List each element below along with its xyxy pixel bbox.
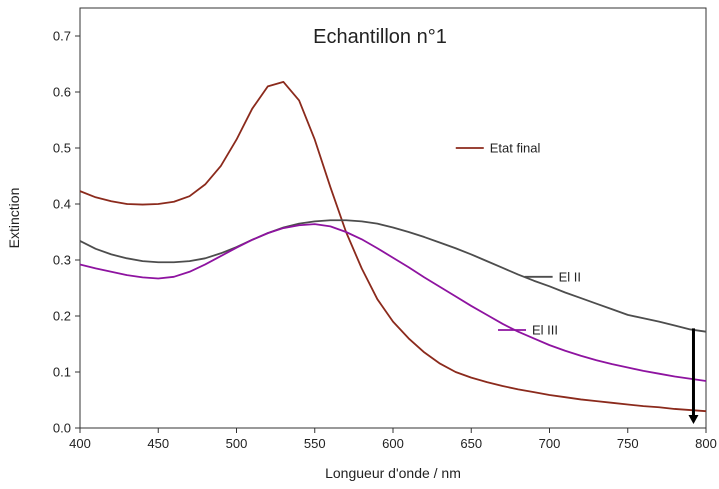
x-tick-label: 800 <box>695 436 717 451</box>
y-tick-label: 0.3 <box>53 253 71 268</box>
x-tick-label: 400 <box>69 436 91 451</box>
series-layer <box>79 81 707 413</box>
y-tick-label: 0.5 <box>53 141 71 156</box>
chart-title: Echantillon n°1 <box>313 26 447 48</box>
y-tick-label: 0.0 <box>53 421 71 436</box>
y-tick-label: 0.4 <box>53 197 71 212</box>
series-line-el-iii <box>79 223 707 382</box>
y-tick-label: 0.6 <box>53 85 71 100</box>
x-axis-label: Longueur d'onde / nm <box>325 465 461 481</box>
y-tick-label: 0.2 <box>53 309 71 324</box>
axis-ticks: 400 450 500 550 600 650 700 750 800 0.0 0.1 0.2 0.3 0… <box>53 29 717 452</box>
y-tick-label: 0.7 <box>53 29 71 44</box>
series-line-etat-final <box>79 81 707 413</box>
y-axis-label: Extinction <box>6 188 22 249</box>
trend-arrow-head <box>688 415 699 424</box>
y-tick-label: 0.1 <box>53 365 71 380</box>
x-tick-label: 500 <box>226 436 248 451</box>
legend-label-el-iii: El III <box>532 323 558 338</box>
x-tick-label: 600 <box>382 436 404 451</box>
legend-label-etat-final: Etat final <box>490 141 541 156</box>
x-tick-label: 700 <box>539 436 561 451</box>
x-tick-label: 750 <box>617 436 639 451</box>
annotations-layer: Etat final El II El III <box>455 141 699 424</box>
x-tick-label: 550 <box>304 436 326 451</box>
legend-label-el-ii: El II <box>559 269 581 284</box>
x-tick-label: 650 <box>460 436 482 451</box>
series-line-el-ii <box>79 219 707 333</box>
x-tick-label: 450 <box>147 436 169 451</box>
